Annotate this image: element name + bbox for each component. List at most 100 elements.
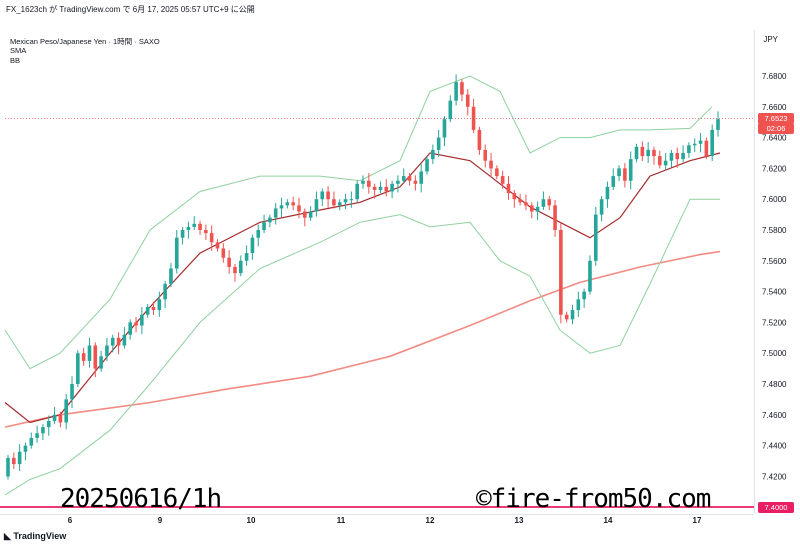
candle-body: [396, 180, 400, 184]
x-tick-label: 9: [158, 516, 163, 525]
candle-body: [35, 433, 39, 438]
y-tick-label: 7.6200: [762, 164, 787, 173]
candle-body: [250, 237, 255, 254]
y-tick-label: 7.5800: [762, 226, 787, 235]
candle-body: [687, 145, 691, 153]
candle-body: [384, 186, 389, 192]
candle-body: [303, 211, 307, 218]
candle-body: [180, 230, 185, 238]
candle-body: [599, 199, 604, 215]
candle-body: [716, 119, 720, 130]
candle-body: [169, 268, 173, 284]
candle-body: [460, 82, 464, 95]
candle-body: [611, 176, 616, 187]
candle-body: [238, 260, 243, 274]
indicator-bb: BB: [10, 56, 21, 65]
y-tick-label: 7.5200: [762, 318, 787, 327]
candle-body: [663, 160, 668, 166]
candle-body: [372, 186, 377, 190]
candle-body: [378, 186, 383, 190]
candle-body: [46, 420, 51, 428]
candle-body: [367, 180, 371, 187]
candle-body: [116, 337, 121, 346]
candle-body: [64, 399, 68, 423]
candle-body: [483, 149, 488, 161]
candle-body: [285, 202, 290, 206]
candle-body: [512, 193, 517, 200]
candle-body: [652, 149, 656, 157]
candle-body: [524, 202, 528, 206]
y-tick-label: 7.6600: [762, 103, 787, 112]
x-tick-label: 12: [426, 516, 435, 525]
y-tick-label: 7.4800: [762, 380, 787, 389]
last-price-tag: 7.6523: [758, 113, 794, 124]
candle-body: [658, 156, 662, 166]
tv-icon: ◣: [4, 531, 14, 541]
candle-body: [256, 230, 261, 238]
candle-body: [29, 437, 34, 446]
candle-body: [605, 186, 610, 200]
candle-body: [547, 199, 552, 206]
candle-body: [419, 171, 423, 184]
y-tick-label: 7.6000: [762, 195, 787, 204]
candle-body: [704, 140, 709, 157]
candle-body: [273, 208, 278, 218]
candle-body: [12, 457, 16, 465]
candle-body: [675, 153, 680, 160]
candle-body: [681, 153, 685, 160]
y-tick-label: 7.5400: [762, 288, 787, 297]
candle-body: [326, 191, 330, 200]
candle-body: [349, 199, 354, 201]
candle-body: [465, 94, 470, 107]
x-tick-label: 13: [515, 516, 524, 525]
y-tick-label: 7.4400: [762, 442, 787, 451]
candle-body: [163, 283, 167, 300]
bb-lower: [4, 198, 720, 496]
candle-body: [431, 149, 435, 160]
candle-body: [204, 230, 208, 234]
candle-body: [105, 345, 109, 357]
candle-body: [553, 205, 557, 230]
x-tick-label: 6: [68, 516, 73, 525]
candle-body: [209, 233, 214, 243]
y-tick-label: 7.6400: [762, 134, 787, 143]
x-tick-label: 17: [693, 516, 702, 525]
candle-body: [17, 451, 22, 465]
y-tick-label: 7.5600: [762, 257, 787, 266]
candle-body: [192, 223, 197, 227]
candle-body: [477, 129, 482, 150]
candle-body: [698, 140, 703, 144]
candle-body: [279, 205, 284, 209]
candle-body: [110, 337, 115, 346]
candle-body: [76, 353, 80, 384]
candle-body: [23, 445, 28, 452]
candle-body: [81, 353, 86, 361]
candle-body: [593, 214, 598, 261]
candle-body: [570, 310, 575, 320]
candle-body: [401, 176, 406, 181]
candle-body: [221, 248, 226, 258]
candle-body: [52, 414, 57, 421]
candle-body: [291, 202, 295, 206]
candle-body: [41, 427, 45, 434]
candle-body: [140, 314, 144, 326]
candle-body: [559, 230, 563, 315]
publish-line: FX_1623ch が TradingView.com で 6月 17, 202…: [6, 5, 255, 14]
x-tick-label: 14: [604, 516, 613, 525]
candle-body: [70, 384, 74, 400]
candle-body: [87, 345, 92, 361]
candle-body: [535, 206, 540, 212]
candle-body: [128, 322, 133, 335]
candle-body: [518, 199, 522, 203]
candle-body: [174, 237, 179, 269]
candle-body: [332, 199, 336, 206]
candle-body: [448, 100, 453, 120]
indicator-sma: SMA: [10, 46, 27, 55]
candle-body: [314, 199, 319, 212]
countdown-tag: 02:06: [758, 123, 794, 134]
y-tick-label: 7.6800: [762, 72, 787, 81]
candle-body: [500, 176, 505, 184]
symbol-line: Mexican Peso/Japanese Yen · 1時間 · SAXO: [10, 37, 160, 46]
candle-body: [529, 205, 534, 212]
